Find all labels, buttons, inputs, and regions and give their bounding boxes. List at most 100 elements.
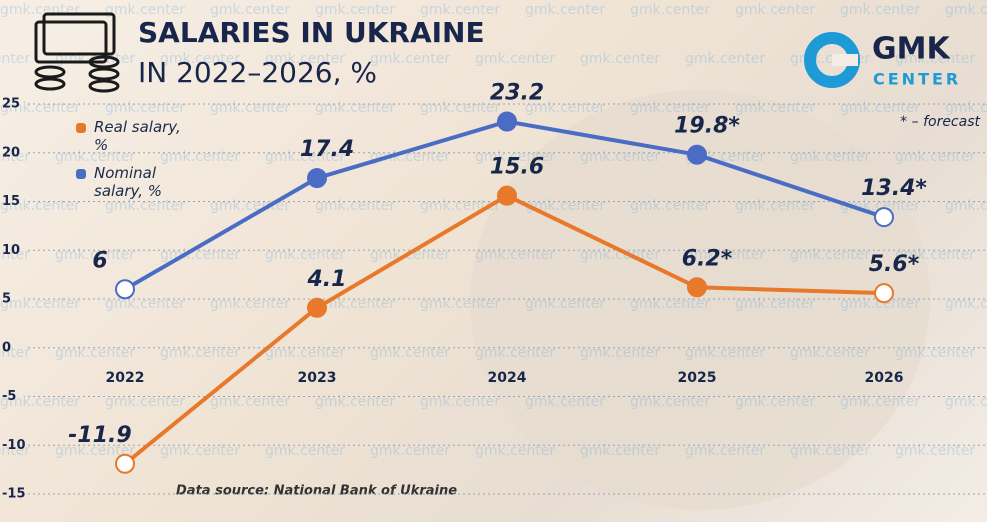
watermark: gmk.center xyxy=(945,198,987,214)
watermark: gmk.center xyxy=(315,394,395,410)
watermark: gmk.center xyxy=(895,51,975,67)
watermark: gmk.center xyxy=(790,345,870,361)
watermark: gmk.center xyxy=(630,2,710,18)
watermark: gmk.center xyxy=(630,100,710,116)
x-tick-label: 2025 xyxy=(678,370,717,386)
watermark: gmk.center xyxy=(735,100,815,116)
watermark: gmk.center xyxy=(685,345,765,361)
logo-text: GMK xyxy=(872,32,951,67)
marker xyxy=(115,279,135,300)
watermark: gmk.center xyxy=(580,149,660,165)
y-tick-label: -5 xyxy=(2,389,16,404)
logo xyxy=(804,32,860,88)
data-label: 19.8* xyxy=(674,114,740,139)
data-label: 15.6 xyxy=(490,155,544,180)
marker xyxy=(307,168,327,189)
data-label: 17.4 xyxy=(300,137,354,162)
watermark: gmk.center xyxy=(0,394,80,410)
legend-entry: Nominal salary, % xyxy=(76,164,184,200)
watermark: gmk.center xyxy=(370,149,450,165)
data-label: 6 xyxy=(92,248,107,273)
chart-subtitle: IN 2022–2026, % xyxy=(138,56,377,89)
watermark: gmk.center xyxy=(945,2,987,18)
watermark: gmk.center xyxy=(160,51,240,67)
watermark: gmk.center xyxy=(315,198,395,214)
watermark: gmk.center xyxy=(840,100,920,116)
y-tick-label: 0 xyxy=(2,340,11,355)
watermark: gmk.center xyxy=(55,247,135,263)
watermark: gmk.center xyxy=(945,394,987,410)
watermark: gmk.center xyxy=(210,100,290,116)
watermark: gmk.center xyxy=(525,2,605,18)
watermark: gmk.center xyxy=(420,100,500,116)
watermark: gmk.center xyxy=(895,443,975,459)
watermark: gmk.center xyxy=(0,345,30,361)
watermark: gmk.center xyxy=(315,296,395,312)
x-tick-label: 2022 xyxy=(106,370,145,386)
watermark: gmk.center xyxy=(525,100,605,116)
watermark: gmk.center xyxy=(685,443,765,459)
x-tick-label: 2026 xyxy=(865,370,904,386)
watermark: gmk.center xyxy=(475,345,555,361)
logo-subtext: CENTER xyxy=(873,70,961,89)
watermark: gmk.center xyxy=(0,51,30,67)
watermark: gmk.center xyxy=(420,296,500,312)
watermark: gmk.center xyxy=(525,394,605,410)
marker xyxy=(687,277,707,298)
watermark: gmk.center xyxy=(630,296,710,312)
watermark: gmk.center xyxy=(370,51,450,67)
watermark: gmk.center xyxy=(0,149,30,165)
watermark: gmk.center xyxy=(55,149,135,165)
watermark: gmk.center xyxy=(210,2,290,18)
watermark: gmk.center xyxy=(210,296,290,312)
marker xyxy=(874,283,894,304)
marker xyxy=(497,111,517,132)
watermark: gmk.center xyxy=(580,345,660,361)
legend-marker xyxy=(76,123,86,133)
watermark: gmk.center xyxy=(525,198,605,214)
watermark: gmk.center xyxy=(55,345,135,361)
legend-entry: Real salary, % xyxy=(76,118,184,154)
watermark: gmk.center xyxy=(735,2,815,18)
marker xyxy=(687,144,707,165)
watermark: gmk.center xyxy=(895,345,975,361)
watermark: gmk.center xyxy=(420,394,500,410)
watermark: gmk.center xyxy=(265,345,345,361)
watermark: gmk.center xyxy=(265,51,345,67)
watermark: gmk.center xyxy=(840,296,920,312)
watermark: gmk.center xyxy=(105,100,185,116)
watermark: gmk.center xyxy=(210,198,290,214)
watermark: gmk.center xyxy=(0,296,80,312)
watermark: gmk.center xyxy=(265,247,345,263)
legend-marker xyxy=(76,169,86,179)
y-tick-label: 25 xyxy=(2,97,20,112)
source: Data source: National Bank of Ukraine xyxy=(176,484,457,499)
watermark: gmk.center xyxy=(160,149,240,165)
watermark: gmk.center xyxy=(475,247,555,263)
chart-title: SALARIES IN UKRAINE xyxy=(138,16,485,49)
watermark: gmk.center xyxy=(55,443,135,459)
watermark: gmk.center xyxy=(580,51,660,67)
watermark: gmk.center xyxy=(0,100,80,116)
data-label: -11.9 xyxy=(68,423,131,448)
watermark: gmk.center xyxy=(370,443,450,459)
watermark: gmk.center xyxy=(370,345,450,361)
watermark: gmk.center xyxy=(945,100,987,116)
watermark: gmk.center xyxy=(735,394,815,410)
watermark: gmk.center xyxy=(580,443,660,459)
watermark: gmk.center xyxy=(315,2,395,18)
watermark: gmk.center xyxy=(160,345,240,361)
marker xyxy=(874,207,894,228)
annotation: * – forecast xyxy=(900,114,980,130)
y-tick-label: 5 xyxy=(2,292,11,307)
x-tick-label: 2023 xyxy=(298,370,337,386)
marker xyxy=(115,453,135,474)
watermark: gmk.center xyxy=(265,149,345,165)
title-icon xyxy=(34,12,120,93)
watermark: gmk.center xyxy=(105,394,185,410)
watermark: gmk.center xyxy=(735,198,815,214)
data-label: 13.4* xyxy=(861,176,927,201)
watermark: gmk.center xyxy=(525,296,605,312)
data-label: 23.2 xyxy=(490,81,544,106)
